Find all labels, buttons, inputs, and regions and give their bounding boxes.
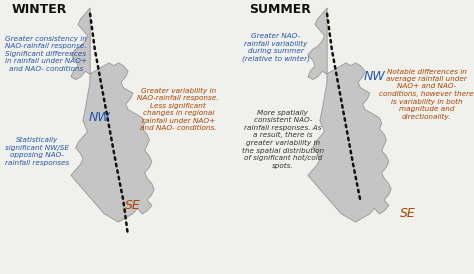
Text: More spatially
consistent NAO-
rainfall responses. As
a result, there is
greater: More spatially consistent NAO- rainfall … bbox=[242, 110, 324, 169]
Text: Greater variability in
NAO-rainfall response.
Less significant
changes in region: Greater variability in NAO-rainfall resp… bbox=[137, 88, 219, 132]
Polygon shape bbox=[308, 8, 391, 222]
Text: Statistically
significant NW/SE
opposing NAO-
rainfall responses: Statistically significant NW/SE opposing… bbox=[5, 137, 69, 166]
Text: Greater NAO-
rainfall variability
during summer
(relative to winter): Greater NAO- rainfall variability during… bbox=[242, 33, 310, 62]
Text: NW: NW bbox=[364, 70, 385, 83]
Polygon shape bbox=[71, 8, 154, 222]
Text: Greater consistency in
NAO-rainfall response.
Significant differences
in rainfal: Greater consistency in NAO-rainfall resp… bbox=[5, 36, 87, 72]
Text: SE: SE bbox=[125, 199, 141, 212]
Text: SE: SE bbox=[400, 207, 416, 220]
Text: NW: NW bbox=[89, 111, 110, 124]
Text: Notable differences in
average rainfall under
NAO+ and NAO-
conditions, however : Notable differences in average rainfall … bbox=[379, 68, 474, 120]
Text: SUMMER: SUMMER bbox=[249, 3, 311, 16]
Text: WINTER: WINTER bbox=[12, 3, 67, 16]
